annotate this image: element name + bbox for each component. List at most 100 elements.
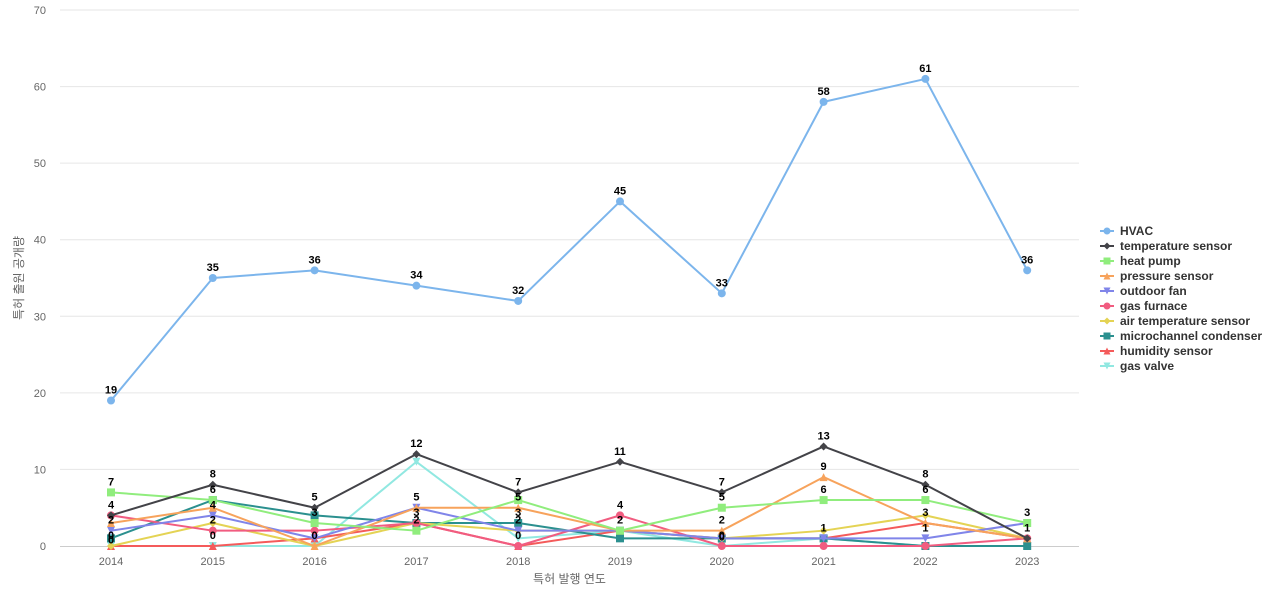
data-label: 0 [108,530,114,542]
data-point [107,396,115,405]
data-label: 3 [515,507,521,519]
data-point [921,496,930,505]
data-point [921,519,930,528]
data-label: 4 [108,499,115,511]
data-label: 5 [719,492,725,504]
data-point [1023,266,1032,275]
data-point [921,74,930,83]
data-point [310,534,319,543]
data-label: 7 [719,476,725,488]
data-label: 0 [210,530,216,542]
data-label: 2 [108,515,114,527]
legend-marker [1103,272,1111,280]
data-point [1023,534,1032,543]
x-axis-tick-labels: 2014 2015 2016 2017 2018 2019 2020 2021 2022 2023 [99,556,1040,568]
data-label: 6 [821,484,827,496]
legend-label: gas valve [1120,359,1174,373]
series-lines [107,74,1032,550]
legend-marker [1103,257,1111,265]
series-line [110,491,1028,532]
legend-item[interactable]: humidity sensor [1100,344,1213,358]
x-tick-label: 2014 [99,556,123,568]
data-label: 2 [210,515,216,527]
data-label: 4 [617,499,624,511]
data-label: 32 [512,285,524,297]
legend-item[interactable]: temperature sensor [1100,239,1232,253]
legend-label: heat pump [1120,254,1181,268]
x-tick-label: 2017 [404,556,428,568]
series-hvac [107,74,1032,405]
data-label: 0 [719,530,725,542]
data-point [616,534,624,543]
data-label: 19 [105,385,117,397]
data-label: 11 [614,446,626,458]
data-label: 3 [413,507,419,519]
legend-label: HVAC [1120,224,1153,238]
series-outdoor-fan [107,503,1032,543]
data-point [717,526,726,535]
data-labels: 1935363432453358613674200864205301252375… [105,63,1033,547]
x-tick-label: 2022 [913,556,937,568]
data-point [412,281,421,290]
legend-label: microchannel condenser [1120,329,1262,343]
x-tick-label: 2015 [201,556,225,568]
legend-label: gas furnace [1120,299,1188,313]
data-point [717,289,726,298]
data-point [921,534,930,543]
data-point [717,542,726,550]
data-point [208,542,217,550]
data-point [310,511,319,520]
data-point [208,274,217,282]
y-tick-label: 10 [34,464,46,476]
data-label: 8 [922,469,928,481]
legend-item[interactable]: gas furnace [1100,299,1188,313]
data-label: 9 [821,461,827,473]
data-point [107,488,115,497]
y-tick-label: 40 [34,235,46,247]
data-point [514,503,523,512]
legend-item[interactable]: pressure sensor [1100,269,1214,283]
series-heat-pump [107,488,1032,535]
legend-item[interactable]: heat pump [1100,254,1181,268]
legend-item[interactable]: microchannel condenser [1100,329,1262,343]
data-point [412,526,421,535]
data-point [208,526,217,535]
x-tick-label: 2020 [710,556,734,568]
data-point [819,526,828,535]
data-point [107,542,115,550]
data-point [514,534,523,543]
data-point [819,442,828,451]
x-tick-label: 2018 [506,556,530,568]
data-point [412,457,421,466]
data-label: 0 [312,530,318,542]
data-label: 13 [817,430,829,442]
series-temperature-sensor [107,442,1032,543]
data-label: 8 [210,469,216,481]
legend-label: air temperature sensor [1120,314,1250,328]
series-line [111,460,1028,547]
data-point [819,496,828,505]
data-point [921,511,930,520]
legend-item[interactable]: outdoor fan [1100,284,1187,298]
legend-item[interactable]: HVAC [1100,224,1153,238]
legend-marker [1103,227,1111,235]
data-label: 2 [617,515,623,527]
data-point [514,519,523,528]
grid-lines [60,9,1079,470]
data-label: 3 [922,507,928,519]
y-axis-tick-labels: 0 10 20 30 40 50 60 70 [34,5,46,553]
series-line [110,77,1029,402]
legend-label: pressure sensor [1120,269,1214,283]
data-point [310,526,319,535]
legend-marker [1103,242,1111,250]
data-point [107,511,115,520]
data-point [616,197,624,206]
data-point [514,296,523,305]
legend-marker [1103,332,1111,340]
data-point [208,496,217,505]
data-label: 34 [410,270,423,282]
legend-item[interactable]: gas valve [1100,359,1174,373]
legend-item[interactable]: air temperature sensor [1100,314,1250,328]
series-line [111,522,1028,547]
